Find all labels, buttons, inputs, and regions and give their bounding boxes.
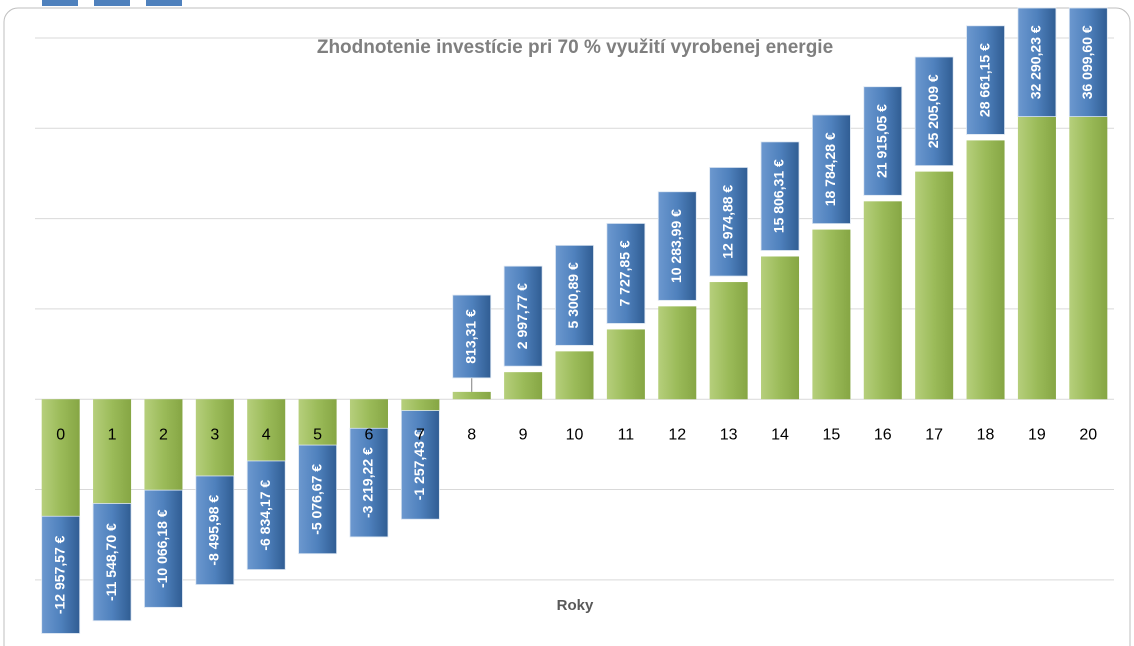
value-label: -3 219,22 €	[360, 447, 376, 518]
label-box	[812, 114, 851, 224]
x-tick-label: 6	[365, 426, 374, 443]
bar	[144, 399, 183, 491]
value-label: 15 806,31 €	[771, 159, 787, 233]
bar	[606, 329, 645, 400]
x-tick-label: 20	[1079, 426, 1097, 443]
label-box	[914, 56, 954, 167]
label-box	[1068, 7, 1108, 117]
label-box	[92, 503, 132, 622]
x-tick-label: 5	[313, 426, 322, 443]
value-label: -10 066,18 €	[154, 509, 170, 588]
bar	[247, 399, 286, 461]
bar	[195, 399, 234, 476]
label-box	[863, 86, 903, 196]
decor	[146, 0, 182, 6]
value-label: 5 300,89 €	[565, 262, 581, 328]
x-tick-label: 10	[566, 426, 584, 443]
chart-border	[3, 7, 1131, 646]
value-label: 2 997,77 €	[514, 283, 530, 349]
label-box	[555, 244, 594, 346]
value-label: -12 957,57 €	[51, 535, 67, 614]
bar	[915, 171, 954, 400]
x-tick-label: 4	[262, 426, 271, 443]
label-box	[657, 191, 697, 301]
value-label: -8 495,98 €	[206, 495, 222, 566]
x-tick-label: 17	[925, 426, 943, 443]
label-box	[246, 460, 286, 570]
value-label: 25 205,09 €	[925, 74, 941, 148]
bar	[555, 351, 594, 400]
label-box	[760, 141, 800, 251]
x-tick-label: 18	[977, 426, 995, 443]
label-box	[452, 294, 492, 379]
plot: -12 957,57 € -11 548,70 € -10 066,18 € -8 4…	[35, 7, 1114, 634]
value-label: 18 784,28 €	[822, 132, 838, 206]
label-box	[298, 444, 337, 555]
x-tick-label: 9	[519, 426, 528, 443]
bar	[658, 306, 697, 400]
bar	[298, 399, 337, 446]
bar	[41, 399, 80, 517]
x-tick-label: 13	[720, 426, 738, 443]
label-box	[966, 25, 1005, 135]
x-tick-label: 8	[467, 426, 476, 443]
x-tick-label: 7	[416, 426, 425, 443]
value-label: -11 548,70 €	[103, 523, 119, 601]
decor	[42, 0, 78, 6]
chart-title: Zhodnotenie investície pri 70 % využití …	[317, 37, 833, 58]
bar	[349, 399, 388, 429]
bar	[812, 229, 851, 400]
x-tick-label: 0	[56, 426, 65, 443]
bar	[93, 399, 132, 504]
x-tick-label: 3	[210, 426, 219, 443]
bar	[966, 140, 1005, 400]
bar	[709, 282, 748, 400]
x-axis-title: Roky	[557, 597, 594, 614]
x-tick-label: 15	[823, 426, 841, 443]
decor	[94, 0, 130, 6]
value-label: 32 290,23 €	[1028, 25, 1044, 99]
label-box	[709, 167, 749, 277]
value-label: 10 283,99 €	[668, 209, 684, 283]
value-label: 28 661,15 €	[976, 43, 992, 117]
bar	[401, 399, 440, 411]
x-tick-label: 12	[668, 426, 686, 443]
bar	[504, 372, 543, 400]
value-label: -6 834,17 €	[257, 480, 273, 551]
value-label: -5 076,67 €	[308, 464, 324, 535]
value-label: 21 915,05 €	[873, 104, 889, 178]
bar	[1069, 73, 1108, 400]
label-box	[349, 427, 389, 538]
value-label: 12 974,88 €	[719, 185, 735, 259]
label-box	[195, 475, 235, 585]
value-label: -1 257,43 €	[411, 429, 427, 500]
label-box	[1017, 7, 1057, 117]
x-tick-label: 14	[771, 426, 789, 443]
label-box	[606, 223, 646, 324]
bar	[761, 256, 800, 400]
bar	[1017, 107, 1056, 400]
value-label: 36 099,60 €	[1079, 25, 1095, 99]
x-tick-label: 11	[618, 426, 635, 443]
x-tick-label: 1	[108, 426, 117, 443]
label-box	[41, 515, 81, 634]
label-box	[144, 489, 183, 608]
label-box	[400, 410, 440, 520]
label-box	[503, 265, 543, 367]
bar	[452, 391, 491, 400]
x-tick-label: 19	[1028, 426, 1046, 443]
bar	[863, 201, 902, 400]
value-label: 7 727,85 €	[617, 240, 633, 306]
value-label: 813,31 €	[462, 309, 478, 364]
x-tick-label: 16	[874, 426, 892, 443]
x-tick-label: 2	[159, 426, 168, 443]
